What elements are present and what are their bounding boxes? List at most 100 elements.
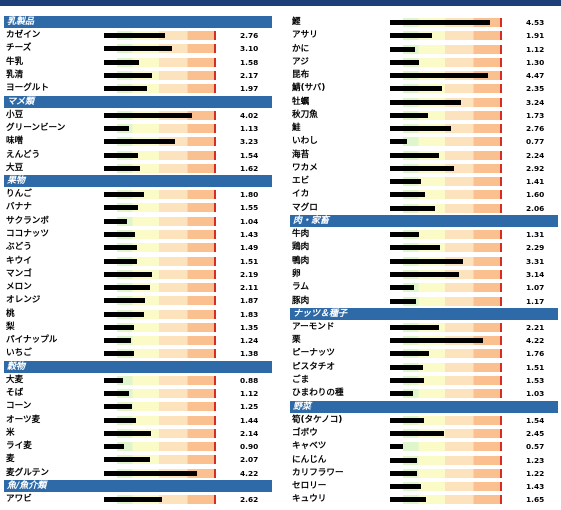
item-name: ライ麦: [6, 441, 32, 452]
item-name: アワビ: [6, 494, 32, 505]
item-value: 0.88: [240, 375, 259, 385]
list-item: 梨 1.35: [4, 321, 272, 334]
item-name: 米: [6, 427, 15, 438]
level-bar: [390, 245, 441, 251]
level-scale: [390, 429, 502, 438]
list-item: マグロ 2.06: [290, 202, 558, 215]
item-name: 海苔: [292, 149, 310, 160]
level-bar: [104, 139, 176, 145]
list-item: チーズ 3.10: [4, 42, 272, 55]
level-bar: [104, 311, 145, 317]
item-name: イカ: [292, 189, 310, 200]
level-scale: [390, 415, 502, 425]
level-scale: [104, 428, 216, 438]
level-bar: [104, 497, 162, 503]
item-value: 2.19: [240, 269, 259, 279]
list-item: アーモンド 2.21: [290, 321, 558, 334]
level-scale: [390, 190, 502, 200]
level-bar: [390, 20, 490, 25]
list-item: かに 1.12: [290, 43, 558, 56]
level-bar: [390, 298, 416, 304]
item-value: 1.55: [240, 203, 259, 213]
level-bar: [390, 285, 414, 291]
item-value: 0.57: [526, 442, 545, 452]
list-item: 鯖(サバ) 2.35: [290, 82, 558, 95]
list-item: バナナ 1.55: [4, 201, 272, 214]
level-scale: [104, 349, 216, 359]
item-name: 栗: [292, 335, 301, 346]
list-item: コーン 1.25: [4, 400, 272, 413]
item-name: 鮭: [292, 123, 301, 134]
level-bar: [104, 338, 132, 344]
level-scale: [104, 256, 216, 266]
level-scale: [104, 336, 216, 346]
level-bar: [390, 484, 422, 490]
level-bar: [104, 285, 151, 291]
level-bar: [390, 497, 427, 503]
item-name: チーズ: [6, 43, 32, 54]
item-value: 2.07: [240, 455, 259, 465]
level-scale: [104, 296, 216, 306]
level-bar: [104, 417, 136, 423]
level-bar: [104, 391, 129, 397]
level-bar: [104, 192, 144, 198]
level-scale: [104, 389, 216, 399]
item-value: 1.62: [240, 163, 259, 173]
list-item: オーツ麦 1.44: [4, 414, 272, 427]
level-scale: [104, 442, 216, 452]
item-value: 1.65: [526, 495, 545, 505]
item-name: ゴボウ: [292, 428, 318, 438]
list-item: カゼイン 2.76: [4, 29, 272, 42]
list-item: 牡蠣 3.24: [290, 96, 558, 109]
section-header: 穀物: [4, 360, 272, 373]
level-bar: [104, 218, 127, 224]
level-bar: [104, 152, 138, 158]
item-value: 1.87: [240, 296, 259, 306]
item-name: 味噌: [6, 136, 24, 147]
item-value: 1.35: [240, 322, 259, 332]
item-name: アジ: [292, 56, 309, 67]
item-name: 牛肉: [292, 229, 310, 240]
list-item: ココナッツ 1.43: [4, 228, 272, 241]
item-value: 1.31: [526, 230, 545, 240]
level-bar: [390, 205, 436, 211]
level-scale: [390, 389, 502, 399]
item-name: ピスタチオ: [292, 361, 335, 372]
right-column: 鰹 4.53 アサリ 1.91 かに 1.12 アジ 1.30 昆布 4.47 鯖(サバ) 2.35 牡…: [290, 16, 558, 507]
item-value: 3.10: [240, 44, 259, 54]
level-bar: [390, 324, 439, 330]
level-bar: [390, 112, 429, 118]
level-scale: [390, 177, 502, 187]
level-bar: [104, 324, 134, 330]
item-name: 鶏肉: [292, 242, 310, 253]
item-value: 4.47: [526, 71, 545, 81]
list-item: 乳清 2.17: [4, 69, 272, 82]
level-bar: [104, 46, 173, 52]
item-value: 2.24: [526, 150, 545, 160]
item-value: 1.13: [240, 123, 259, 133]
level-bar: [104, 245, 137, 251]
level-scale: [390, 296, 502, 306]
item-name: アーモンド: [292, 321, 335, 332]
list-item: サクランボ 1.04: [4, 215, 272, 228]
list-item: ワカメ 2.92: [290, 162, 558, 175]
list-item: アワビ 2.62: [4, 493, 272, 506]
item-name: 麦: [6, 454, 15, 465]
item-value: 1.38: [240, 349, 259, 359]
list-item: ヨーグルト 1.97: [4, 82, 272, 95]
item-name: 梨: [6, 321, 15, 332]
list-item: キュウリ 1.65: [290, 493, 558, 506]
list-item: 鰹 4.53: [290, 16, 558, 29]
list-item: 鮭 2.76: [290, 122, 558, 135]
level-scale: [390, 269, 502, 279]
item-value: 1.17: [526, 296, 545, 306]
item-value: 4.22: [526, 336, 545, 346]
item-value: 1.23: [526, 455, 545, 465]
item-value: 1.80: [240, 190, 259, 200]
item-value: 1.25: [240, 402, 259, 412]
level-scale: [390, 18, 502, 27]
section-header: 魚/魚介類: [4, 479, 272, 493]
item-value: 1.41: [526, 177, 545, 187]
item-name: ヨーグルト: [6, 83, 49, 94]
item-name: グリーンビーン: [6, 122, 66, 133]
